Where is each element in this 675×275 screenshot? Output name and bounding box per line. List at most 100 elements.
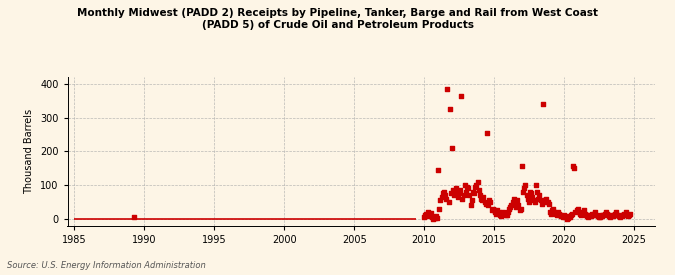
Point <box>618 213 628 217</box>
Point <box>598 213 609 217</box>
Point <box>600 210 611 214</box>
Point <box>446 191 456 196</box>
Point <box>521 193 532 197</box>
Point <box>458 193 469 197</box>
Point <box>441 196 452 201</box>
Point <box>477 198 488 202</box>
Point <box>518 189 529 194</box>
Point <box>564 215 575 219</box>
Point <box>611 210 622 214</box>
Point <box>614 214 624 218</box>
Point <box>487 207 498 211</box>
Point <box>625 211 636 216</box>
Point <box>578 208 589 213</box>
Point <box>601 211 612 216</box>
Point <box>528 198 539 202</box>
Point <box>449 193 460 197</box>
Point <box>435 198 446 202</box>
Point <box>563 216 574 220</box>
Point <box>471 183 482 187</box>
Point <box>545 211 556 216</box>
Point <box>425 213 435 217</box>
Point <box>582 214 593 218</box>
Point <box>575 211 586 216</box>
Point <box>543 201 554 206</box>
Text: Source: U.S. Energy Information Administration: Source: U.S. Energy Information Administ… <box>7 260 205 270</box>
Point <box>443 200 454 204</box>
Point <box>587 211 597 216</box>
Point <box>590 210 601 214</box>
Point <box>442 87 453 91</box>
Point <box>524 200 535 204</box>
Point <box>592 214 603 218</box>
Point <box>622 214 633 218</box>
Point <box>472 179 483 184</box>
Point <box>489 210 500 214</box>
Point <box>455 188 466 192</box>
Point <box>470 185 481 189</box>
Point <box>531 183 541 187</box>
Point <box>485 200 496 204</box>
Point <box>460 189 471 194</box>
Point <box>561 214 572 218</box>
Point <box>566 211 577 216</box>
Point <box>439 193 450 197</box>
Point <box>516 207 526 211</box>
Point <box>476 196 487 201</box>
Point <box>569 166 580 170</box>
Point <box>522 196 533 201</box>
Point <box>427 215 437 219</box>
Point <box>596 213 607 218</box>
Point <box>447 146 458 150</box>
Point <box>475 193 485 197</box>
Point <box>450 186 461 191</box>
Point <box>572 207 583 211</box>
Point <box>539 200 549 204</box>
Point <box>468 189 479 194</box>
Point <box>473 188 484 192</box>
Point <box>504 207 514 211</box>
Point <box>606 213 617 218</box>
Point <box>519 186 530 191</box>
Point <box>616 213 626 218</box>
Point <box>505 205 516 209</box>
Point <box>421 211 432 216</box>
Point <box>609 213 620 217</box>
Point <box>558 215 568 219</box>
Point <box>433 168 443 172</box>
Point <box>554 211 565 216</box>
Point <box>584 213 595 218</box>
Point <box>437 191 448 196</box>
Point <box>513 203 524 207</box>
Point <box>418 215 429 219</box>
Y-axis label: Thousand Barrels: Thousand Barrels <box>24 109 34 194</box>
Point <box>500 213 511 218</box>
Point <box>516 164 527 169</box>
Point <box>620 210 631 214</box>
Point <box>495 214 506 218</box>
Point <box>604 214 615 218</box>
Point <box>562 216 573 221</box>
Point <box>520 183 531 187</box>
Point <box>481 131 492 135</box>
Point <box>486 208 497 213</box>
Point <box>532 189 543 194</box>
Point <box>535 198 546 202</box>
Point <box>583 215 594 219</box>
Point <box>570 210 581 214</box>
Point <box>444 107 455 111</box>
Point <box>555 213 566 218</box>
Point <box>577 210 588 214</box>
Point <box>128 215 139 219</box>
Point <box>605 215 616 219</box>
Point <box>493 210 504 214</box>
Point <box>492 208 503 213</box>
Point <box>549 210 560 214</box>
Point <box>610 211 620 216</box>
Point <box>566 213 576 218</box>
Point <box>551 213 562 218</box>
Point <box>542 200 553 204</box>
Point <box>502 210 513 214</box>
Point <box>426 210 437 215</box>
Point <box>603 213 614 218</box>
